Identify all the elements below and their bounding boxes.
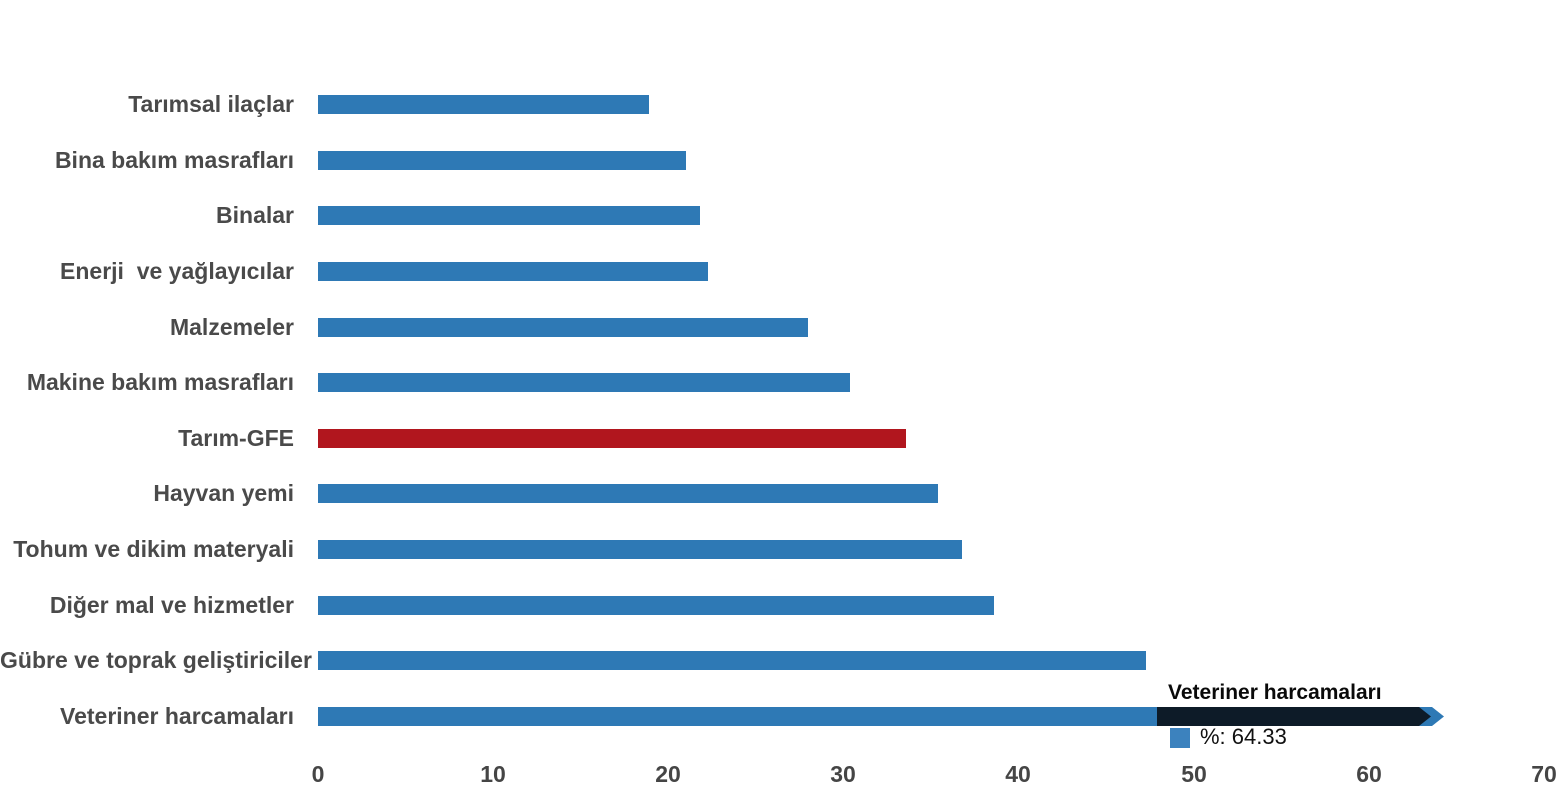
bar[interactable] [318, 651, 1146, 670]
category-label: Tarım-GFE [178, 425, 294, 451]
category-label: Makine bakım masrafları [26, 369, 294, 395]
bar[interactable] [318, 95, 649, 114]
x-axis-tick-label: 10 [480, 761, 506, 787]
category-label: Gübre ve toprak geliştiriciler [0, 647, 312, 673]
bar[interactable] [318, 318, 808, 337]
bar[interactable] [318, 206, 700, 225]
category-label: Tarımsal ilaçlar [128, 91, 294, 117]
tooltip-pointer-banner [1157, 707, 1431, 726]
bar[interactable] [318, 151, 686, 170]
category-label: Bina bakım masrafları [54, 147, 294, 173]
tooltip-title: Veteriner harcamaları [1168, 681, 1382, 704]
category-label: Hayvan yemi [153, 480, 294, 506]
x-axis-tick-label: 60 [1356, 761, 1382, 787]
x-axis-tick-label: 30 [830, 761, 856, 787]
x-axis-tick-label: 0 [311, 761, 325, 787]
bar[interactable] [318, 484, 938, 503]
tooltip-value: %: 64.33 [1200, 724, 1287, 749]
category-label: Tohum ve dikim materyali [13, 536, 294, 562]
x-axis-tick-label: 40 [1005, 761, 1031, 787]
bar[interactable] [318, 373, 850, 392]
bar[interactable] [318, 540, 962, 559]
highlight-bar[interactable] [318, 429, 906, 448]
bar[interactable] [318, 262, 708, 281]
category-label: Binalar [216, 202, 294, 228]
category-label: Enerji ve yağlayıcılar [60, 258, 294, 284]
x-axis-tick-label: 20 [655, 761, 681, 787]
x-axis-tick-label: 50 [1181, 761, 1207, 787]
x-axis-tick-label: 70 [1531, 761, 1556, 787]
category-label: Malzemeler [169, 314, 294, 340]
tooltip-series-swatch-icon [1170, 728, 1190, 748]
category-label: Diğer mal ve hizmetler [49, 592, 294, 618]
bar[interactable] [318, 596, 994, 615]
category-label: Veteriner harcamaları [60, 703, 294, 729]
